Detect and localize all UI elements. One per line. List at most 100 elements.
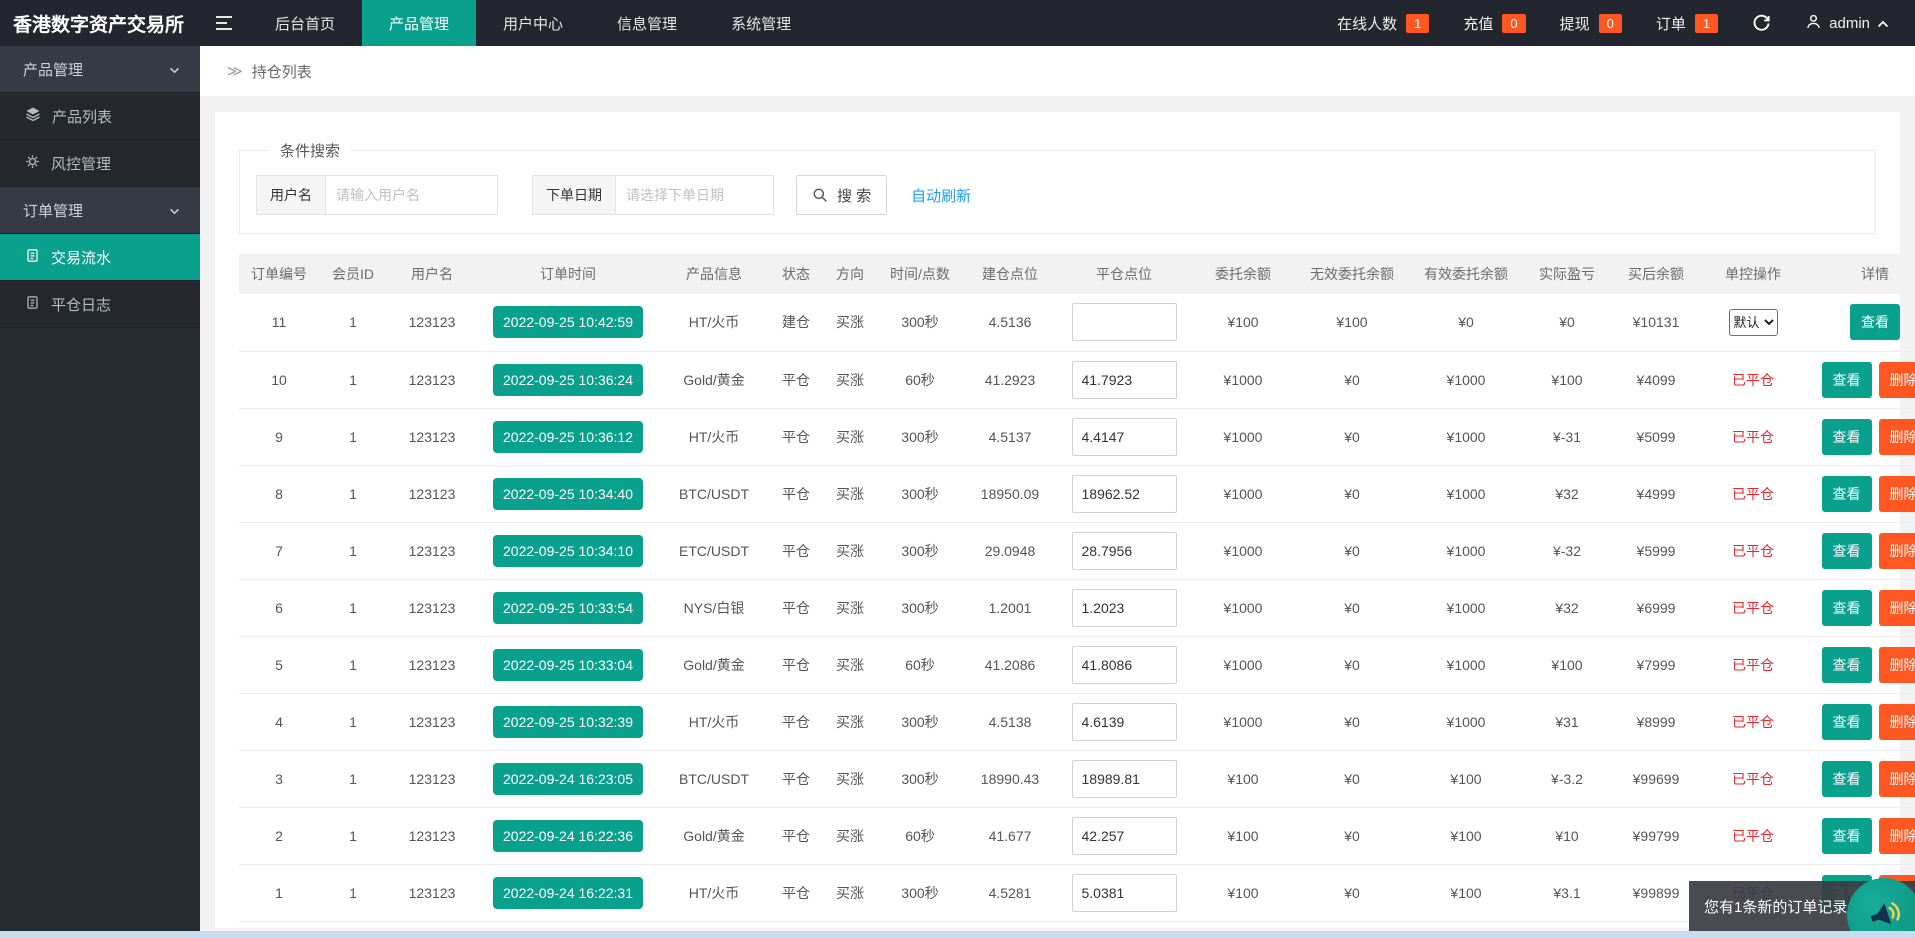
username-input[interactable] (326, 175, 498, 215)
nav-item-产品管理[interactable]: 产品管理 (362, 0, 476, 46)
order-time-badge[interactable]: 2022-09-25 10:36:24 (493, 364, 643, 396)
cell-member-id: 1 (319, 522, 387, 579)
stat-label: 在线人数 (1337, 13, 1397, 34)
close-point-input[interactable] (1072, 817, 1177, 855)
cell-invalid-entrust: ¥0 (1295, 465, 1409, 522)
delete-button[interactable]: 删除 (1879, 590, 1915, 626)
close-point-input[interactable] (1072, 703, 1177, 741)
cell-order-time: 2022-09-25 10:34:40 (477, 465, 659, 522)
cell-open-point: 4.5137 (963, 408, 1057, 465)
sidebar-item-label: 产品列表 (52, 106, 112, 127)
delete-button[interactable]: 删除 (1879, 818, 1915, 854)
close-point-input[interactable] (1072, 303, 1177, 341)
cell-status: 平仓 (769, 408, 823, 465)
main-area: ≫ 持仓列表 条件搜索 用户名 下单日期 搜 索 自动刷 (200, 0, 1915, 928)
cell-valid-entrust: ¥1000 (1409, 351, 1523, 408)
delete-button[interactable]: 删除 (1879, 476, 1915, 512)
sidebar-item-交易流水[interactable]: 交易流水 (0, 234, 200, 281)
cell-entrust-balance: ¥1000 (1191, 522, 1295, 579)
cell-username: 123123 (387, 807, 477, 864)
navbar-stat[interactable]: 充值0 (1463, 13, 1525, 34)
close-point-input[interactable] (1072, 760, 1177, 798)
sidebar-section-订单管理[interactable]: 订单管理 (0, 187, 200, 234)
view-button[interactable]: 查看 (1822, 704, 1872, 740)
cell-order-time: 2022-09-25 10:34:10 (477, 522, 659, 579)
navbar-stat[interactable]: 在线人数 1 (1337, 13, 1429, 34)
cell-balance-after: ¥7999 (1611, 636, 1701, 693)
close-point-input[interactable] (1072, 475, 1177, 513)
close-point-input[interactable] (1072, 532, 1177, 570)
close-point-input[interactable] (1072, 874, 1177, 912)
order-time-badge[interactable]: 2022-09-25 10:34:10 (493, 535, 643, 567)
cell-username: 123123 (387, 465, 477, 522)
cell-member-id: 1 (319, 750, 387, 807)
user-icon (1805, 13, 1822, 34)
delete-button[interactable]: 删除 (1879, 533, 1915, 569)
order-time-badge[interactable]: 2022-09-25 10:32:39 (493, 706, 643, 738)
sidebar-toggle-icon[interactable] (200, 0, 248, 46)
view-button[interactable]: 查看 (1822, 818, 1872, 854)
order-time-badge[interactable]: 2022-09-24 16:23:05 (493, 763, 643, 795)
cell-period: 300秒 (877, 408, 963, 465)
view-button[interactable]: 查看 (1822, 647, 1872, 683)
cell-balance-after: ¥99799 (1611, 807, 1701, 864)
view-button[interactable]: 查看 (1822, 761, 1872, 797)
stat-badge: 0 (1599, 14, 1622, 33)
cell-control: 已平仓 (1701, 579, 1805, 636)
order-time-badge[interactable]: 2022-09-25 10:36:12 (493, 421, 643, 453)
cell-close-point (1057, 807, 1191, 864)
order-date-input[interactable] (616, 175, 774, 215)
delete-button[interactable]: 删除 (1879, 419, 1915, 455)
view-button[interactable]: 查看 (1822, 533, 1872, 569)
cell-product: BTC/USDT (659, 465, 769, 522)
cell-profit: ¥10 (1523, 807, 1611, 864)
cell-open-point: 18950.09 (963, 465, 1057, 522)
navbar-stat[interactable]: 提现0 (1560, 13, 1622, 34)
view-button[interactable]: 查看 (1822, 419, 1872, 455)
cell-order-time: 2022-09-25 10:36:12 (477, 408, 659, 465)
delete-button[interactable]: 删除 (1879, 704, 1915, 740)
view-button[interactable]: 查看 (1822, 476, 1872, 512)
view-button[interactable]: 查看 (1822, 362, 1872, 398)
view-button[interactable]: 查看 (1850, 304, 1900, 340)
nav-item-后台首页[interactable]: 后台首页 (248, 0, 362, 46)
refresh-icon[interactable] (1752, 14, 1771, 33)
user-name: admin (1829, 15, 1870, 32)
order-time-badge[interactable]: 2022-09-25 10:34:40 (493, 478, 643, 510)
navbar-stat[interactable]: 订单1 (1656, 13, 1718, 34)
nav-item-信息管理[interactable]: 信息管理 (590, 0, 704, 46)
user-menu[interactable]: admin (1805, 13, 1889, 34)
auto-refresh-link[interactable]: 自动刷新 (911, 185, 971, 206)
sidebar-item-风控管理[interactable]: 风控管理 (0, 140, 200, 187)
cell-actions: 查看删除 (1805, 750, 1915, 807)
cell-control: 已平仓 (1701, 750, 1805, 807)
cell-product: Gold/黄金 (659, 807, 769, 864)
close-point-input[interactable] (1072, 589, 1177, 627)
delete-button[interactable]: 删除 (1879, 761, 1915, 797)
delete-button[interactable]: 删除 (1879, 647, 1915, 683)
cell-member-id: 1 (319, 408, 387, 465)
order-time-badge[interactable]: 2022-09-24 16:22:31 (493, 877, 643, 909)
horizontal-scrollbar[interactable] (0, 931, 1915, 938)
sidebar-item-平仓日志[interactable]: 平仓日志 (0, 281, 200, 328)
order-time-badge[interactable]: 2022-09-25 10:33:54 (493, 592, 643, 624)
nav-item-用户中心[interactable]: 用户中心 (476, 0, 590, 46)
toast-text: 您有1条新的订单记录, (1704, 896, 1852, 917)
close-point-input[interactable] (1072, 361, 1177, 399)
closed-status-label: 已平仓 (1732, 600, 1774, 616)
order-time-badge[interactable]: 2022-09-24 16:22:36 (493, 820, 643, 852)
delete-button[interactable]: 删除 (1879, 362, 1915, 398)
view-button[interactable]: 查看 (1822, 590, 1872, 626)
sidebar-item-产品列表[interactable]: 产品列表 (0, 93, 200, 140)
order-date-group: 下单日期 (532, 175, 774, 215)
control-select[interactable]: 默认 (1729, 309, 1778, 336)
order-time-badge[interactable]: 2022-09-25 10:42:59 (493, 306, 643, 338)
order-time-badge[interactable]: 2022-09-25 10:33:04 (493, 649, 643, 681)
close-point-input[interactable] (1072, 418, 1177, 456)
stat-badge: 1 (1406, 14, 1429, 33)
sidebar-section-产品管理[interactable]: 产品管理 (0, 46, 200, 93)
close-point-input[interactable] (1072, 646, 1177, 684)
cell-period: 300秒 (877, 294, 963, 351)
search-button[interactable]: 搜 索 (796, 175, 887, 215)
nav-item-系统管理[interactable]: 系统管理 (704, 0, 818, 46)
